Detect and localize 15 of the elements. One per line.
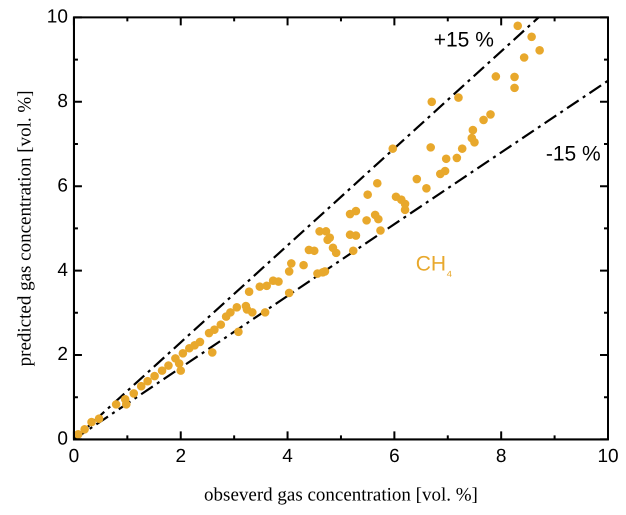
annotation: +15 % (434, 28, 494, 52)
x-tick-label: 8 (496, 446, 506, 468)
x-axis-title: obseverd gas concentration [vol. %] (204, 484, 478, 506)
y-axis-title: predicted gas concentration [vol. %] (14, 90, 36, 366)
x-tick-label: 2 (175, 446, 186, 468)
x-tick-label: 10 (597, 446, 619, 468)
annotation: -15 % (546, 142, 601, 166)
x-tick-label: 6 (389, 446, 400, 468)
y-tick-label: 4 (57, 260, 68, 281)
y-tick-label: 8 (57, 91, 68, 112)
x-tick-label: 4 (282, 446, 294, 468)
y-tick-label: 2 (57, 344, 68, 366)
y-tick-label: 0 (57, 428, 68, 450)
y-tick-label: 6 (57, 175, 68, 196)
y-tick-label: 10 (46, 6, 68, 28)
